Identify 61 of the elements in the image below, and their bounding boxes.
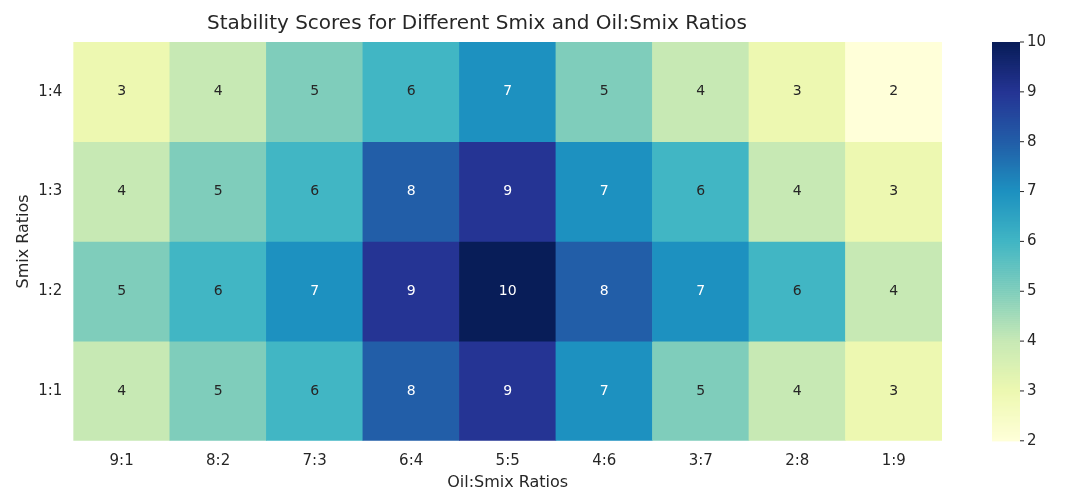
x-tick-label: 2:8 — [785, 450, 810, 469]
x-tick-label: 8:2 — [206, 450, 231, 469]
y-tick-label: 1:4 — [38, 81, 63, 100]
color-bar-label: 10 — [1027, 31, 1047, 50]
data-label: 9 — [406, 281, 416, 298]
color-bar-label: 9 — [1027, 81, 1037, 100]
data-label: 9 — [503, 182, 513, 199]
y-tick-label: 1:2 — [38, 281, 63, 300]
x-tick-label: 5:5 — [495, 450, 520, 469]
color-bar-label: 2 — [1027, 430, 1037, 449]
y-tick-label: 1:1 — [38, 380, 63, 399]
data-label: 4 — [792, 182, 802, 199]
x-tick-label: 9:1 — [109, 450, 134, 469]
data-label: 4 — [889, 281, 899, 298]
y-axis-title: Smix Ratios — [12, 194, 32, 289]
color-bar-label: 5 — [1027, 281, 1037, 300]
x-tick-label: 4:6 — [592, 450, 617, 469]
data-label: 6 — [696, 182, 706, 199]
x-tick-label: 6:4 — [399, 450, 424, 469]
color-bar-label: 3 — [1027, 380, 1037, 399]
data-label: 10 — [498, 281, 517, 298]
data-label: 5 — [310, 82, 320, 99]
data-label: 3 — [792, 82, 802, 99]
data-label: 7 — [310, 281, 320, 298]
data-label: 6 — [310, 182, 320, 199]
data-label: 5 — [213, 381, 223, 398]
data-label: 5 — [213, 182, 223, 199]
data-label: 4 — [213, 82, 223, 99]
data-label: 7 — [503, 82, 513, 99]
data-label: 5 — [696, 381, 706, 398]
x-tick-label: 7:3 — [302, 450, 327, 469]
data-label: 4 — [792, 381, 802, 398]
data-label: 4 — [696, 82, 706, 99]
data-label: 5 — [117, 281, 127, 298]
data-label: 7 — [696, 281, 706, 298]
data-label: 3 — [117, 82, 127, 99]
x-tick-label: 3:7 — [688, 450, 713, 469]
data-label: 6 — [792, 281, 802, 298]
chart-title: Stability Scores for Different Smix and Oil:Smix Ratios — [206, 10, 748, 35]
data-label: 4 — [117, 182, 127, 199]
data-label: 8 — [406, 381, 416, 398]
y-tick-label: 1:3 — [38, 181, 63, 200]
data-label: 6 — [406, 82, 416, 99]
color-bar-label: 6 — [1027, 231, 1037, 250]
x-axis-title: Oil:Smix Ratios — [447, 471, 569, 491]
data-label: 6 — [310, 381, 320, 398]
data-label: 5 — [599, 82, 609, 99]
data-label: 8 — [406, 182, 416, 199]
color-bar-label: 7 — [1027, 181, 1037, 200]
color-bar-label: 8 — [1027, 131, 1037, 150]
data-label: 7 — [599, 182, 609, 199]
color-bar-label: 4 — [1027, 330, 1037, 349]
data-label: 4 — [117, 381, 127, 398]
data-label: 3 — [889, 381, 899, 398]
data-label: 2 — [889, 82, 899, 99]
data-label: 6 — [213, 281, 223, 298]
x-tick-label: 1:9 — [881, 450, 906, 469]
data-label: 3 — [889, 182, 899, 199]
data-label: 8 — [599, 281, 609, 298]
data-label: 9 — [503, 381, 513, 398]
data-label: 7 — [599, 381, 609, 398]
